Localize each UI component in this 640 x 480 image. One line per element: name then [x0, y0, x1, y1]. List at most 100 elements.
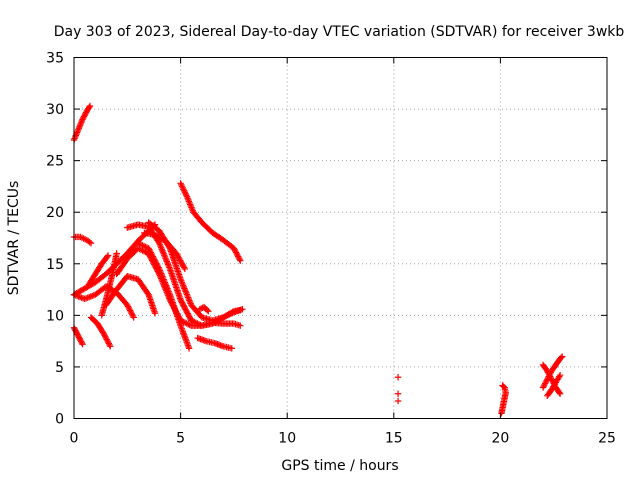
data-point-marker: [71, 325, 78, 333]
data-point-marker: [76, 122, 84, 129]
data-point-marker: [140, 242, 148, 250]
data-point-marker: [127, 308, 135, 316]
y-tick-label: 30: [46, 102, 64, 118]
data-point-marker: [134, 239, 142, 247]
data-point-marker: [149, 253, 157, 260]
data-point-marker: [539, 384, 547, 391]
data-point-marker: [75, 125, 83, 132]
data-point-marker: [186, 321, 193, 329]
data-point-marker: [155, 238, 162, 245]
series-arc-17: [177, 180, 244, 264]
data-point-marker: [181, 265, 189, 273]
data-point-marker: [540, 382, 547, 390]
data-point-marker: [183, 307, 190, 315]
y-tick-label: 20: [46, 205, 64, 221]
data-point-marker: [182, 190, 189, 197]
data-point-marker: [239, 305, 246, 313]
data-point-marker: [180, 283, 187, 291]
series-arc-5: [87, 314, 114, 350]
data-point-marker: [106, 341, 113, 349]
data-point-marker: [102, 333, 109, 340]
data-point-marker: [144, 290, 151, 297]
data-point-marker: [82, 110, 89, 118]
data-point-marker: [157, 268, 164, 276]
data-point-marker: [163, 258, 171, 265]
data-point-marker: [178, 298, 185, 305]
data-point-marker: [556, 389, 563, 396]
data-point-marker: [230, 245, 238, 252]
data-point-marker: [179, 280, 186, 288]
data-point-marker: [161, 277, 168, 285]
series-arc-14: [145, 219, 246, 324]
data-point-marker: [223, 312, 230, 320]
data-point-marker: [158, 246, 165, 253]
data-point-marker: [157, 270, 165, 277]
data-point-marker: [151, 257, 159, 264]
data-point-marker: [126, 307, 134, 314]
series-arc-22: [544, 371, 564, 400]
data-point-marker: [102, 334, 110, 342]
data-point-marker: [178, 277, 185, 284]
data-point-marker: [161, 279, 169, 286]
data-point-marker: [181, 319, 189, 326]
data-point-marker: [226, 311, 233, 318]
data-point-marker: [205, 308, 212, 315]
y-tick-label: 10: [46, 308, 64, 324]
data-point-marker: [113, 250, 120, 257]
data-point-marker: [180, 187, 188, 194]
y-tick-label: 5: [55, 360, 64, 376]
data-point-marker: [192, 319, 200, 326]
data-point-marker: [86, 238, 93, 246]
x-tick-label: 20: [491, 431, 509, 447]
data-point-marker: [159, 249, 167, 256]
data-point-marker: [157, 242, 164, 250]
data-point-marker: [87, 239, 95, 247]
y-tick-label: 0: [55, 412, 64, 428]
data-point-marker: [155, 264, 162, 271]
data-point-marker: [161, 253, 169, 261]
data-point-marker: [394, 390, 402, 397]
data-point-marker: [103, 336, 110, 343]
series-arc-8: [70, 283, 137, 321]
data-point-marker: [80, 113, 88, 120]
series-arc-19: [498, 382, 509, 417]
data-point-marker: [153, 260, 160, 267]
y-tick-label: 15: [46, 257, 64, 273]
data-point-marker: [186, 298, 194, 306]
data-point-marker: [153, 261, 161, 269]
data-point-marker: [78, 119, 85, 126]
data-point-marker: [235, 254, 243, 262]
data-point-marker: [165, 288, 172, 295]
data-point-marker: [129, 311, 136, 318]
data-point-marker: [161, 252, 168, 259]
data-point-marker: [72, 133, 79, 141]
data-point-marker: [159, 274, 167, 282]
data-point-marker: [556, 371, 564, 379]
data-point-marker: [180, 264, 188, 271]
data-point-marker: [181, 304, 189, 312]
data-point-marker: [77, 336, 84, 344]
data-point-marker: [107, 343, 114, 350]
data-point-marker: [77, 120, 84, 128]
data-point-marker: [220, 314, 227, 321]
data-point-marker: [194, 320, 201, 327]
data-point-marker: [183, 291, 191, 298]
data-point-marker: [162, 282, 170, 289]
data-point-marker: [125, 304, 132, 311]
series-arc-16: [196, 303, 212, 315]
data-point-marker: [147, 249, 154, 256]
data-point-marker: [544, 367, 551, 375]
data-point-marker: [178, 183, 186, 190]
data-point-marker: [150, 254, 157, 262]
x-tick-label: 15: [385, 431, 403, 447]
data-point-marker: [546, 373, 554, 380]
data-marks: [70, 102, 566, 417]
data-point-marker: [179, 282, 187, 289]
data-point-marker: [556, 390, 564, 397]
data-point-marker: [544, 369, 552, 376]
data-point-marker: [228, 345, 235, 352]
data-point-marker: [165, 262, 172, 270]
series-arc-6: [85, 252, 112, 288]
data-point-marker: [157, 244, 165, 251]
